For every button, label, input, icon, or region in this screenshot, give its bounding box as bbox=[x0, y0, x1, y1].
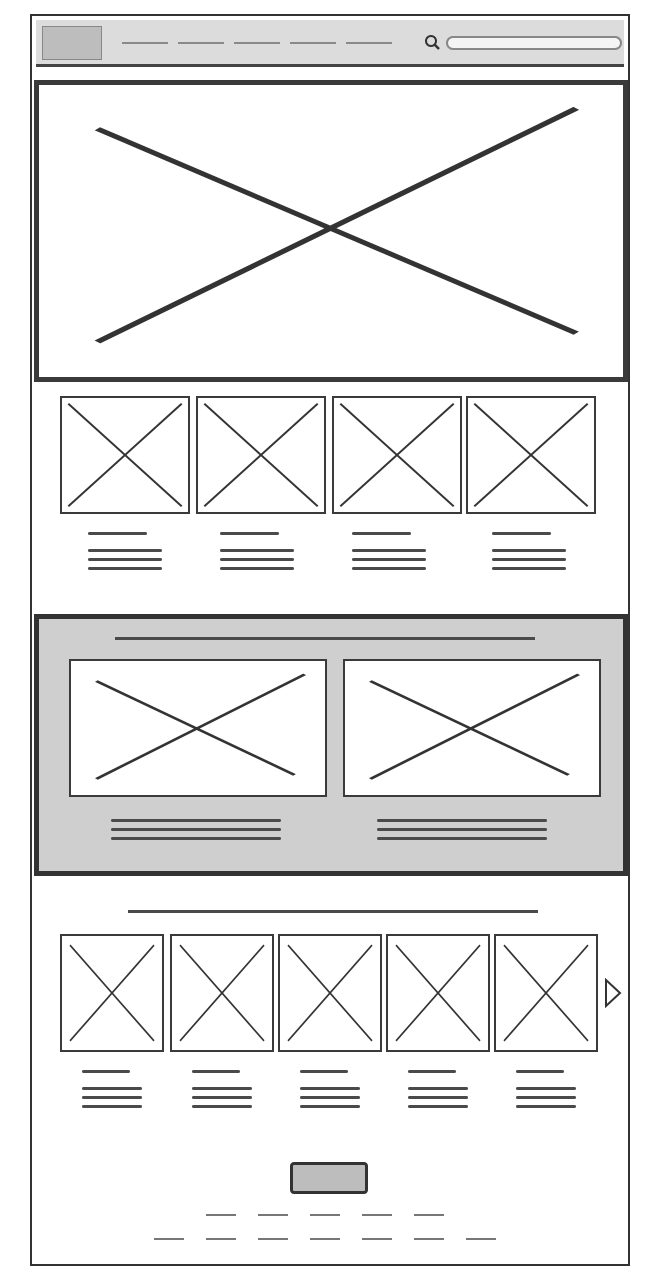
feature-image[interactable] bbox=[69, 659, 327, 797]
chevron-right-icon[interactable] bbox=[604, 977, 622, 1009]
caption-text bbox=[516, 1070, 576, 1114]
nav-link[interactable] bbox=[346, 42, 392, 44]
footer-link[interactable] bbox=[414, 1238, 444, 1240]
logo[interactable] bbox=[42, 26, 102, 60]
caption-text bbox=[82, 1070, 142, 1114]
caption-text bbox=[220, 532, 294, 576]
footer-link[interactable] bbox=[310, 1238, 340, 1240]
nav-link[interactable] bbox=[178, 42, 224, 44]
thumbnail-image[interactable] bbox=[60, 396, 190, 514]
footer-link[interactable] bbox=[258, 1238, 288, 1240]
header-bar bbox=[36, 20, 624, 67]
cta-button[interactable] bbox=[290, 1162, 368, 1194]
caption-text bbox=[192, 1070, 252, 1114]
section-heading bbox=[115, 637, 535, 640]
carousel-image[interactable] bbox=[386, 934, 490, 1052]
featured-section bbox=[34, 614, 628, 876]
feature-image[interactable] bbox=[343, 659, 601, 797]
footer-link[interactable] bbox=[414, 1214, 444, 1216]
carousel-image[interactable] bbox=[278, 934, 382, 1052]
caption-text bbox=[88, 532, 162, 576]
page-frame bbox=[30, 14, 630, 1266]
footer-link[interactable] bbox=[154, 1238, 184, 1240]
feature-caption bbox=[111, 819, 281, 846]
thumbnail-image[interactable] bbox=[332, 396, 462, 514]
nav-link[interactable] bbox=[290, 42, 336, 44]
footer-link[interactable] bbox=[362, 1214, 392, 1216]
thumbnail-image[interactable] bbox=[196, 396, 326, 514]
nav-link[interactable] bbox=[122, 42, 168, 44]
thumbnail-image[interactable] bbox=[466, 396, 596, 514]
footer-link[interactable] bbox=[258, 1214, 288, 1216]
carousel-image[interactable] bbox=[60, 934, 164, 1052]
feature-caption bbox=[377, 819, 547, 846]
caption-text bbox=[300, 1070, 360, 1114]
nav-link[interactable] bbox=[234, 42, 280, 44]
footer-link[interactable] bbox=[206, 1214, 236, 1216]
hero-image bbox=[34, 80, 628, 382]
carousel-image[interactable] bbox=[494, 934, 598, 1052]
search-input[interactable] bbox=[446, 36, 622, 50]
caption-text bbox=[352, 532, 426, 576]
footer-link[interactable] bbox=[466, 1238, 496, 1240]
footer-link[interactable] bbox=[206, 1238, 236, 1240]
search-icon[interactable] bbox=[424, 34, 442, 52]
section-heading bbox=[128, 910, 538, 913]
caption-text bbox=[492, 532, 566, 576]
footer-link[interactable] bbox=[362, 1238, 392, 1240]
carousel-image[interactable] bbox=[170, 934, 274, 1052]
caption-text bbox=[408, 1070, 468, 1114]
footer-link[interactable] bbox=[310, 1214, 340, 1216]
